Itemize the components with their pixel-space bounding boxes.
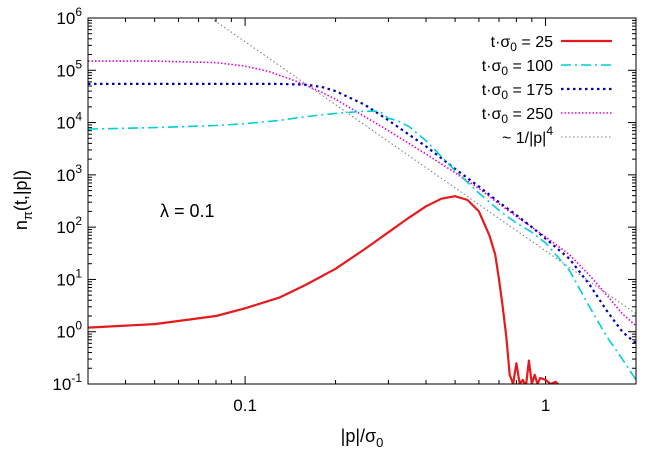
x-axis-label: |p|/σ0 [341,426,384,450]
y-tick-label: 101 [56,266,82,289]
y-axis-label: nπ(t,|p|) [11,170,35,230]
y-tick-label: 10-1 [52,371,82,394]
series-line-2 [88,110,636,381]
y-tick-label: 106 [56,5,82,28]
legend-label-4: t·σ0 = 250 [482,106,553,126]
legend-label-1: t·σ0 = 25 [491,34,553,54]
legend-label-2: t·σ0 = 100 [482,58,553,78]
series-line-1 [88,195,559,384]
y-axis-ticks: 10-1 100 101 102 103 104 105 106 [52,5,636,394]
x-tick-label: 0.1 [233,396,257,415]
y-tick-label: 105 [56,57,82,80]
legend: t·σ0 = 25 t·σ0 = 100 t·σ0 = 175 t·σ0 = 250~… [482,34,612,147]
plot-frame [87,17,637,385]
series-line-5 [210,18,636,315]
legend-label-5: ~ 1/|p|4 [502,124,553,147]
annotation-lambda: λ = 0.1 [160,201,215,221]
y-tick-label: 100 [56,319,82,342]
y-tick-label: 104 [56,110,82,133]
plot-area [88,18,636,384]
series-line-4 [88,60,636,327]
y-tick-label: 103 [56,162,82,185]
x-tick-label: 1 [541,396,550,415]
legend-label-3: t·σ0 = 175 [482,82,553,102]
y-tick-label: 102 [56,214,82,237]
series-line-3 [88,82,636,345]
